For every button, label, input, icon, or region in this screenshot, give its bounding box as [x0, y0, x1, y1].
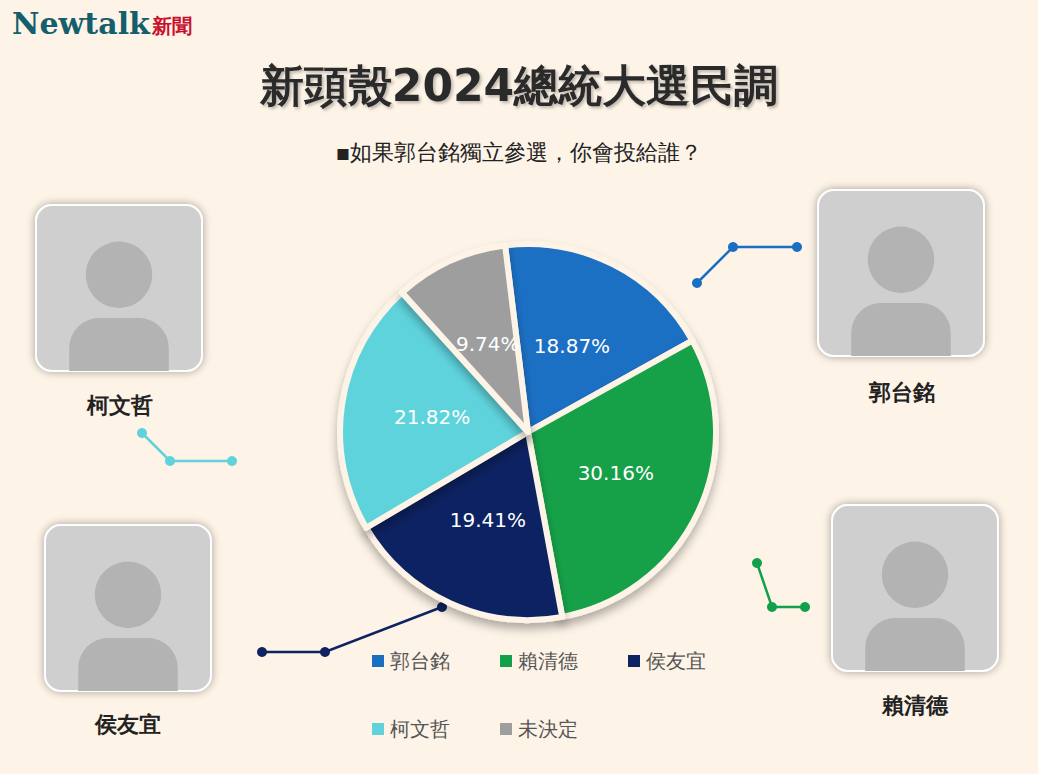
svg-text:新頭殼2024總統大選民調: 新頭殼2024總統大選民調 [259, 60, 778, 111]
svg-text:柯文哲: 柯文哲 [86, 393, 153, 418]
svg-text:30.16%: 30.16% [578, 461, 654, 485]
svg-text:郭台銘: 郭台銘 [390, 649, 450, 673]
svg-text:郭台銘: 郭台銘 [868, 380, 935, 405]
svg-text:▪如果郭台銘獨立參選，你會投給誰？: ▪如果郭台銘獨立參選，你會投給誰？ [336, 140, 703, 165]
svg-text:9.74%: 9.74% [456, 332, 520, 356]
svg-text:侯友宜: 侯友宜 [94, 712, 161, 737]
svg-text:未決定: 未決定 [518, 717, 578, 741]
svg-text:18.87%: 18.87% [534, 334, 610, 358]
svg-text:19.41%: 19.41% [450, 508, 526, 532]
svg-text:柯文哲: 柯文哲 [390, 717, 450, 741]
svg-text:侯友宜: 侯友宜 [646, 649, 706, 673]
svg-text:賴清德: 賴清德 [881, 693, 949, 718]
svg-text:Newtalk: Newtalk [12, 6, 151, 41]
svg-text:賴清德: 賴清德 [518, 649, 578, 673]
svg-text:新聞: 新聞 [151, 14, 192, 38]
svg-text:21.82%: 21.82% [394, 405, 470, 429]
